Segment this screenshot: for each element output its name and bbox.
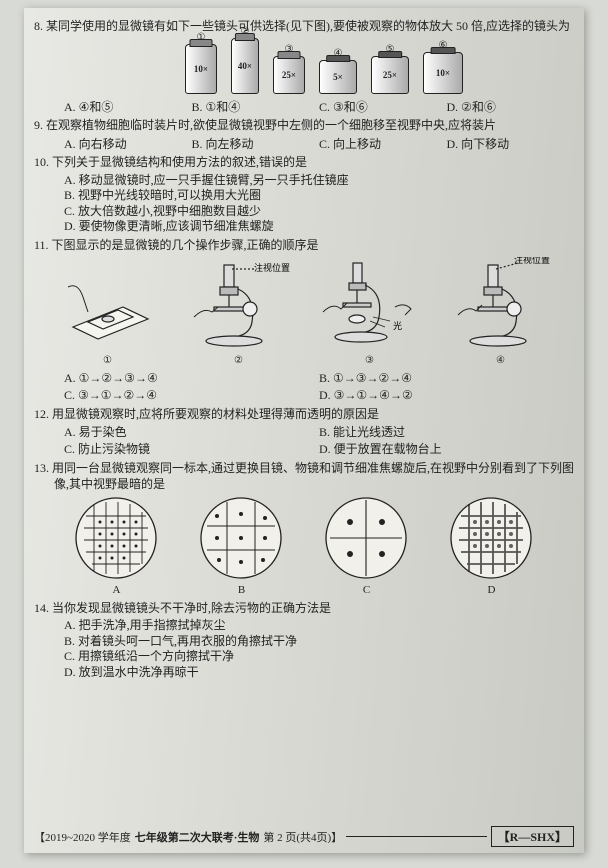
q11-opt-a: A. ①→②→③→④	[64, 370, 319, 387]
q13-view-c: C	[324, 496, 409, 596]
q13-figure: A B C	[54, 496, 554, 596]
lens-1: ①10×	[185, 44, 217, 94]
q8-opt-b: B. ①和④	[192, 98, 320, 115]
question-14: 14. 当你发现显微镜镜头不干净时,除去污物的正确方法是	[54, 600, 574, 616]
q14-opt-b: B. 对着镜头呵一口气,再用衣服的角擦拭干净	[64, 634, 574, 650]
svg-text:光: 光	[393, 320, 402, 331]
exam-page: 8. 某同学使用的显微镜有如下一些镜头可供选择(见下图),要使被观察的物体放大 …	[24, 8, 584, 853]
q11-step-3: 光 ③	[315, 257, 425, 366]
lens-2: ②40×	[231, 38, 259, 94]
lens-3: ③25×	[273, 56, 305, 94]
q14-opt-a: A. 把手洗净,用手指擦拭掉灰尘	[64, 618, 574, 634]
q12-opt-d: D. 便于放置在载物台上	[319, 441, 574, 458]
q10-opt-d: D. 要使物像更清晰,应该调节细准焦螺旋	[64, 219, 574, 235]
lens-4: ④5×	[319, 60, 357, 94]
q11-opt-d: D. ③→①→④→②	[319, 387, 574, 404]
q11-figure: ① 注视位置 ②	[42, 257, 566, 366]
svg-text:注视位置: 注视位置	[254, 262, 290, 273]
q13-view-d: D	[449, 496, 534, 596]
question-12: 12. 用显微镜观察时,应将所要观察的材料处理得薄而透明的原因是	[54, 406, 574, 422]
cells-blur-icon	[449, 496, 534, 581]
footer-brand: 【R—SHX】	[491, 826, 574, 847]
microscope-light-icon: 光	[315, 257, 425, 352]
q9-opt-d: D. 向下移动	[447, 135, 575, 152]
page-footer: 【2019~2020 学年度 七年级第二次大联考·生物 第 2 页(共4页)】 …	[34, 826, 574, 847]
question-8: 8. 某同学使用的显微镜有如下一些镜头可供选择(见下图),要使被观察的物体放大 …	[54, 18, 574, 34]
footer-title: 七年级第二次大联考·生物	[135, 829, 260, 845]
lens-6: ⑥10×	[423, 52, 463, 94]
q11-opt-b: B. ①→③→②→④	[319, 370, 574, 387]
q14-opt-d: D. 放到温水中洗净再晾干	[64, 665, 574, 681]
cells-large-icon	[324, 496, 409, 581]
q12-options: A. 易于染色 B. 能让光线透过 C. 防止污染物镜 D. 便于放置在载物台上	[64, 424, 574, 458]
microscope-icon: 注视位置	[184, 257, 294, 352]
microscope-focus-icon: 注视位置	[446, 257, 556, 352]
q8-opt-d: D. ②和⑥	[447, 98, 575, 115]
q9-options: A. 向右移动 B. 向左移动 C. 向上移动 D. 向下移动	[64, 135, 574, 152]
q11-step-2: 注视位置 ②	[184, 257, 294, 366]
q12-opt-a: A. 易于染色	[64, 424, 319, 441]
q9-opt-a: A. 向右移动	[64, 135, 192, 152]
q11-step-4: 注视位置 ④	[446, 257, 556, 366]
q12-opt-c: C. 防止污染物镜	[64, 441, 319, 458]
q14-opt-c: C. 用擦镜纸沿一个方向擦拭干净	[64, 649, 574, 665]
q9-opt-b: B. 向左移动	[192, 135, 320, 152]
q8-opt-a: A. ④和⑤	[64, 98, 192, 115]
q14-text: 14. 当你发现显微镜镜头不干净时,除去污物的正确方法是	[34, 601, 331, 615]
footer-page: 第 2 页(共4页)】	[263, 829, 342, 845]
q11-step-1: ①	[53, 257, 163, 366]
q12-opt-b: B. 能让光线透过	[319, 424, 574, 441]
q8-options: A. ④和⑤ B. ①和④ C. ③和⑥ D. ②和⑥	[64, 98, 574, 115]
svg-text:注视位置: 注视位置	[514, 257, 550, 265]
slide-icon	[53, 257, 163, 352]
lens-5: ⑤25×	[371, 56, 409, 94]
q13-view-b: B	[199, 496, 284, 596]
cells-medium-icon	[199, 496, 284, 581]
q10-opt-c: C. 放大倍数越小,视野中细胞数目越少	[64, 204, 574, 220]
footer-rule	[346, 836, 486, 837]
q9-text: 9. 在观察植物细胞临时装片时,欲使显微镜视野中左侧的一个细胞移至视野中央,应将…	[34, 118, 496, 132]
q13-view-a: A	[74, 496, 159, 596]
q13-text: 13. 用同一台显微镜观察同一标本,通过更换目镜、物镜和调节细准焦螺旋后,在视野…	[34, 461, 574, 491]
q8-opt-c: C. ③和⑥	[319, 98, 447, 115]
question-11: 11. 下图显示的是显微镜的几个操作步骤,正确的顺序是	[54, 237, 574, 253]
question-10: 10. 下列关于显微镜结构和使用方法的叙述,错误的是	[54, 154, 574, 170]
q12-text: 12. 用显微镜观察时,应将所要观察的材料处理得薄而透明的原因是	[34, 407, 379, 421]
q11-options: A. ①→②→③→④ B. ①→③→②→④ C. ③→①→②→④ D. ③→①→…	[64, 370, 574, 404]
q10-text: 10. 下列关于显微镜结构和使用方法的叙述,错误的是	[34, 155, 307, 169]
q10-opt-a: A. 移动显微镜时,应一只手握住镜臂,另一只手托住镜座	[64, 173, 574, 189]
footer-year: 【2019~2020 学年度	[34, 829, 131, 845]
question-13: 13. 用同一台显微镜观察同一标本,通过更换目镜、物镜和调节细准焦螺旋后,在视野…	[54, 460, 574, 492]
q11-text: 11. 下图显示的是显微镜的几个操作步骤,正确的顺序是	[34, 238, 319, 252]
q10-opt-b: B. 视野中光线较暗时,可以换用大光圈	[64, 188, 574, 204]
q11-opt-c: C. ③→①→②→④	[64, 387, 319, 404]
q8-text: 8. 某同学使用的显微镜有如下一些镜头可供选择(见下图),要使被观察的物体放大 …	[34, 19, 570, 33]
q9-opt-c: C. 向上移动	[319, 135, 447, 152]
q8-figure: ①10× ②40× ③25× ④5× ⑤25× ⑥10×	[74, 38, 574, 94]
question-9: 9. 在观察植物细胞临时装片时,欲使显微镜视野中左侧的一个细胞移至视野中央,应将…	[54, 117, 574, 133]
cells-many-icon	[74, 496, 159, 581]
